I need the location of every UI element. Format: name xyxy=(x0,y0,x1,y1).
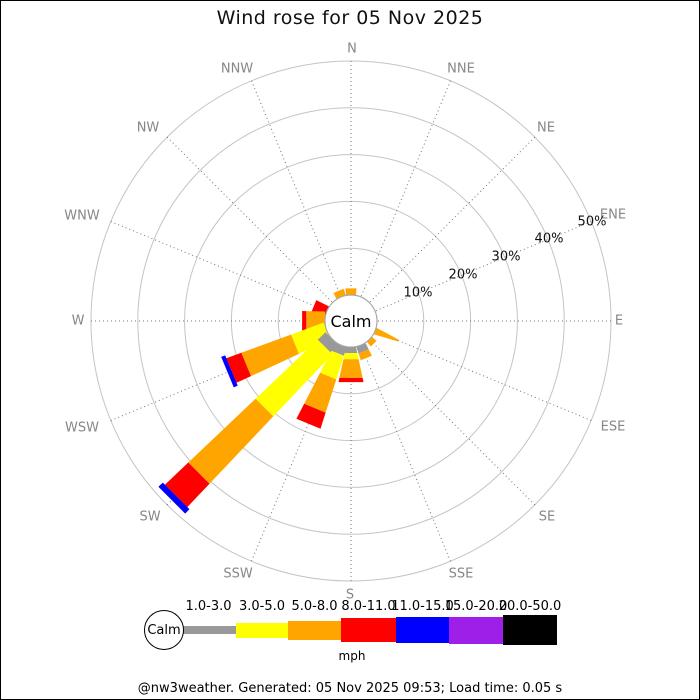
compass-label-SE: SE xyxy=(538,509,556,525)
petal-N-5.0-8.0 xyxy=(345,288,357,295)
grid-spoke-ENE xyxy=(375,221,592,312)
legend-segment-15.0-20.0 xyxy=(449,616,503,644)
petal-NNW-5.0-8.0 xyxy=(333,288,346,299)
petal-SW-8.0-11.0 xyxy=(164,462,210,508)
legend-segment-3.0-5.0 xyxy=(236,622,288,638)
petal-S-3.0-5.0 xyxy=(343,353,359,360)
petal-ESE-5.0-8.0 xyxy=(373,327,399,342)
grid-spoke-NNE xyxy=(360,80,451,297)
chart-title: Wind rose for 05 Nov 2025 xyxy=(216,7,484,29)
legend-label-3.0-5.0: 3.0-5.0 xyxy=(238,599,286,614)
compass-label-NE: NE xyxy=(537,120,555,136)
footer-credit: @nw3weather. Generated: 05 Nov 2025 09:5… xyxy=(137,681,563,696)
ring-label-30%: 30% xyxy=(491,249,521,265)
petal-WSW-5.0-8.0 xyxy=(241,334,299,377)
grid-spoke-ESE xyxy=(375,330,592,421)
ring-label-40%: 40% xyxy=(534,231,564,247)
petal-SSW-8.0-11.0 xyxy=(296,403,326,429)
compass-label-N: N xyxy=(347,41,357,57)
petal-WSW-11.0-15.0 xyxy=(221,355,238,388)
legend-label-8.0-11.0: 8.0-11.0 xyxy=(341,599,396,614)
legend-label-11.0-15.0: 11.0-15.0 xyxy=(391,599,454,614)
compass-label-E: E xyxy=(614,313,624,329)
legend-unit-label: mph xyxy=(338,649,366,663)
grid-ring-40 xyxy=(137,107,565,535)
legend-segment-11.0-15.0 xyxy=(396,617,449,643)
legend-segment-8.0-11.0 xyxy=(341,618,396,642)
compass-label-SSW: SSW xyxy=(223,566,253,582)
petal-SW-5.0-8.0 xyxy=(188,398,274,484)
petal-SSE-5.0-8.0 xyxy=(358,349,372,361)
calm-center-label: Calm xyxy=(330,312,371,331)
petal-SSW-5.0-8.0 xyxy=(304,372,337,413)
petal-SW-3.0-5.0 xyxy=(255,339,333,417)
compass-label-NW: NW xyxy=(136,120,160,136)
legend-segment-1.0-3.0 xyxy=(181,626,236,634)
petal-SW-11.0-15.0 xyxy=(158,482,190,514)
grid-spoke-SSE xyxy=(360,345,451,562)
petal-WSW-8.0-11.0 xyxy=(226,352,251,383)
compass-label-ENE: ENE xyxy=(599,207,627,223)
legend-calm-label: Calm xyxy=(147,622,181,638)
compass-label-NNE: NNE xyxy=(447,61,475,77)
grid-spoke-NE xyxy=(369,136,536,303)
grid-spoke-SSW xyxy=(251,345,342,562)
petal-S-1.0-3.0 xyxy=(344,347,358,354)
petal-S-8.0-11.0 xyxy=(338,377,364,383)
legend-calm-circle: Calm xyxy=(144,610,184,650)
grid-spoke-WNW xyxy=(110,221,327,312)
compass-label-S: S xyxy=(345,587,355,603)
grid-spoke-SE xyxy=(369,339,536,506)
petal-WSW-3.0-5.0 xyxy=(291,322,331,354)
compass-label-WNW: WNW xyxy=(64,208,100,224)
legend-label-5.0-8.0: 5.0-8.0 xyxy=(291,599,338,614)
petal-S-5.0-8.0 xyxy=(339,359,363,378)
compass-label-SW: SW xyxy=(139,509,161,525)
polar-grid xyxy=(90,60,612,582)
legend-label-20.0-50.0: 20.0-50.0 xyxy=(498,599,562,614)
legend-segment-5.0-8.0 xyxy=(288,620,341,640)
ring-label-50%: 50% xyxy=(577,214,607,230)
grid-spoke-NW xyxy=(166,136,333,303)
legend-label-1.0-3.0: 1.0-3.0 xyxy=(185,599,232,614)
grid-ring-30 xyxy=(184,154,518,488)
petal-SE-5.0-8.0 xyxy=(366,336,377,347)
legend-label-15.0-20.0: 15.0-20.0 xyxy=(444,599,508,614)
ring-label-20%: 20% xyxy=(448,267,478,283)
compass-label-SSE: SSE xyxy=(448,566,474,582)
ring-label-10%: 10% xyxy=(403,285,433,301)
legend-segment-20.0-50.0 xyxy=(503,615,557,645)
calm-circle xyxy=(324,294,378,348)
grid-spoke-WSW xyxy=(110,330,327,421)
petal-W-8.0-11.0 xyxy=(302,311,307,331)
grid-ring-10 xyxy=(277,247,425,395)
compass-label-NNW: NNW xyxy=(220,61,254,77)
petal-SSW-3.0-5.0 xyxy=(320,350,344,380)
grid-spoke-NNW xyxy=(251,80,342,297)
compass-label-ESE: ESE xyxy=(600,419,626,435)
compass-label-WSW: WSW xyxy=(65,420,99,436)
wind-petals xyxy=(158,288,399,514)
compass-label-W: W xyxy=(71,313,85,329)
